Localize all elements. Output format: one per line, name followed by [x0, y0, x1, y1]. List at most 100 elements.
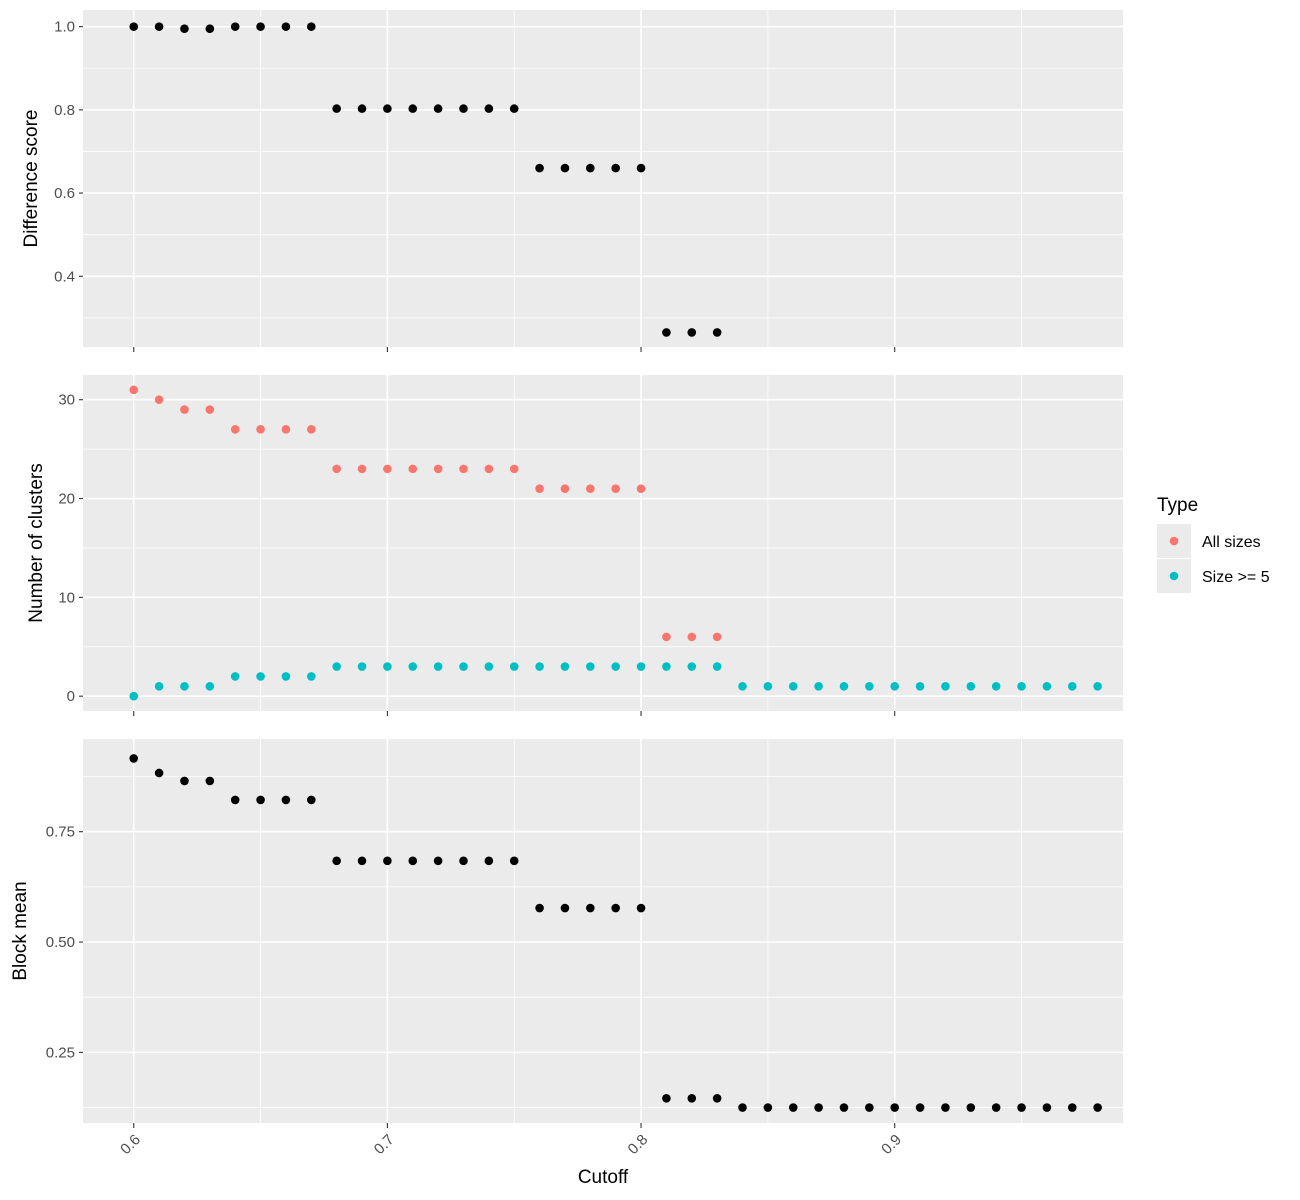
data-point: [586, 163, 595, 173]
data-point: [332, 662, 341, 671]
data-point: [991, 1103, 1001, 1112]
data-point: [332, 856, 341, 866]
y-tick-label: 0: [67, 688, 75, 705]
data-point: [230, 795, 240, 805]
y-tick-label: 0.50: [46, 934, 75, 951]
y-axis-title: Block mean: [10, 881, 31, 980]
data-point: [712, 662, 722, 671]
data-point: [383, 662, 392, 671]
data-point: [1017, 681, 1026, 691]
data-point: [687, 632, 697, 642]
data-point: [180, 24, 189, 34]
data-point: [712, 632, 722, 642]
legend-title: Type: [1157, 495, 1198, 516]
data-point: [865, 681, 874, 691]
data-point: [611, 903, 620, 913]
data-point: [433, 856, 443, 866]
data-point: [459, 104, 468, 113]
data-point: [281, 22, 291, 31]
data-point: [763, 681, 773, 691]
data-point: [433, 104, 443, 113]
data-point: [230, 425, 240, 434]
data-point: [560, 662, 570, 671]
data-point: [230, 22, 240, 31]
data-point: [662, 632, 671, 642]
data-point: [1042, 1103, 1052, 1112]
x-tick-label: 0.6: [117, 1131, 144, 1158]
data-point: [991, 681, 1001, 691]
data-point: [383, 464, 392, 474]
data-point: [357, 662, 367, 671]
panels: 0.4 0.6 0.8 1.0 Difference score 0 10 20 30 Numbe…: [10, 10, 1123, 1158]
data-point: [788, 681, 798, 691]
data-point: [256, 795, 265, 805]
data-point: [484, 104, 494, 113]
series-0: [129, 22, 722, 337]
panel-middle: 0 10 20 30 Number of clusters: [26, 375, 1123, 716]
data-point: [1017, 1103, 1026, 1112]
data-point: [636, 903, 646, 913]
data-point: [560, 484, 570, 493]
data-point: [763, 1103, 773, 1112]
data-point: [611, 163, 620, 173]
legend: Type All sizes Size >= 5: [1157, 495, 1270, 593]
data-point: [662, 328, 671, 337]
legend-label-size-ge-5: Size >= 5: [1202, 569, 1270, 586]
data-point: [636, 662, 646, 671]
data-point: [1093, 681, 1102, 691]
x-tick-label: 0.9: [878, 1131, 905, 1158]
panel-background: [83, 739, 1123, 1123]
data-point: [433, 464, 443, 474]
data-point: [433, 662, 443, 671]
data-point: [129, 754, 139, 763]
data-point: [1067, 1103, 1077, 1112]
panel-background: [83, 375, 1123, 711]
data-point: [890, 681, 900, 691]
data-point: [915, 1103, 925, 1112]
legend-label-all-sizes: All sizes: [1202, 534, 1261, 551]
data-point: [586, 484, 595, 493]
data-point: [535, 163, 544, 173]
data-point: [332, 464, 341, 474]
data-point: [687, 662, 697, 671]
data-point: [205, 405, 215, 414]
x-tick-label: 0.7: [371, 1131, 398, 1158]
y-axis-title: Difference score: [21, 110, 42, 248]
data-point: [129, 385, 139, 395]
data-point: [256, 22, 265, 31]
x-tick-label: 0.8: [625, 1131, 652, 1158]
data-point: [484, 856, 494, 866]
y-tick-label: 0.6: [54, 185, 75, 202]
data-point: [738, 681, 747, 691]
data-point: [915, 681, 925, 691]
data-point: [535, 484, 544, 493]
series-size-5: [129, 662, 1102, 701]
y-tick-label: 1.0: [54, 19, 75, 36]
panel-top: 0.4 0.6 0.8 1.0 Difference score: [21, 10, 1123, 352]
data-point: [180, 776, 189, 786]
data-point: [129, 691, 139, 701]
data-point: [1093, 1103, 1102, 1112]
data-point: [383, 104, 392, 113]
data-point: [535, 662, 544, 671]
data-point: [712, 328, 722, 337]
data-point: [205, 24, 215, 34]
data-point: [281, 795, 291, 805]
data-point: [814, 681, 823, 691]
data-point: [408, 464, 418, 474]
data-point: [941, 1103, 950, 1112]
y-axis-title: Number of clusters: [26, 463, 47, 622]
data-point: [154, 395, 164, 405]
y-tick-label: 10: [58, 589, 75, 606]
data-point: [129, 22, 139, 31]
data-point: [306, 22, 316, 31]
data-point: [408, 662, 418, 671]
series-all-sizes: [129, 385, 722, 642]
legend-key-all-sizes: [1169, 536, 1179, 546]
data-point: [154, 22, 164, 31]
data-point: [687, 1093, 697, 1103]
data-point: [941, 681, 950, 691]
x-axis-title: Cutoff: [578, 1167, 629, 1188]
data-point: [839, 681, 849, 691]
